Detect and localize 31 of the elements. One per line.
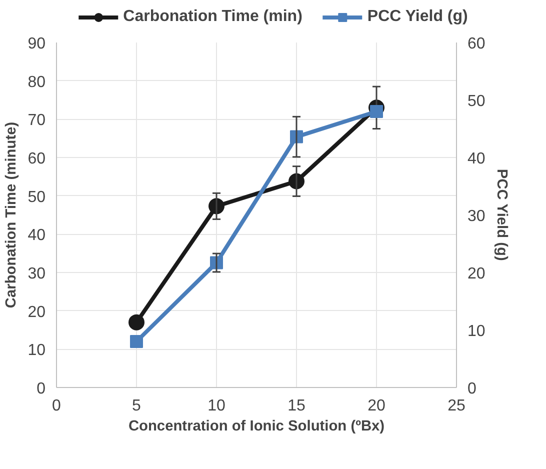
x-tick-label: 0 [52,398,62,414]
y-tick-label: 90 [28,36,46,52]
y2-axis-title: PCC Yield (g) [493,168,510,261]
y-tick-label: 10 [28,342,46,360]
y-tick-label: 0 [36,380,46,398]
x-tick-label: 5 [132,398,142,414]
y2-tick-label: 50 [468,93,486,110]
y2-tick-label: 0 [468,380,476,398]
y2-tick-label: 60 [468,36,486,52]
legend-label: Carbonation Time (min) [123,8,302,26]
y2-tick-label: 10 [468,323,486,340]
y-tick-label: 70 [28,112,46,130]
x-tick-label: 10 [208,398,226,414]
point [128,314,144,330]
y-tick-label: 20 [28,304,46,321]
legend-label: PCC Yield (g) [367,8,468,26]
point [370,105,383,118]
y2-tick-label: 40 [468,150,486,168]
y-tick-label: 40 [28,227,46,244]
y-axis-title: Carbonation Time (minute) [4,122,20,308]
x-axis-title: Concentration of Ionic Solution (ºBx) [128,418,385,434]
y-tick-label: 50 [28,188,46,206]
y2-tick-label: 30 [468,208,486,225]
y-tick-label: 80 [28,74,46,91]
y-tick-label: 60 [28,150,46,168]
x-tick-label: 20 [368,398,386,414]
x-tick-label: 25 [448,398,466,414]
y-tick-label: 30 [28,266,46,282]
point [130,335,143,348]
y2-tick-label: 20 [468,266,486,282]
x-tick-label: 15 [288,398,306,414]
